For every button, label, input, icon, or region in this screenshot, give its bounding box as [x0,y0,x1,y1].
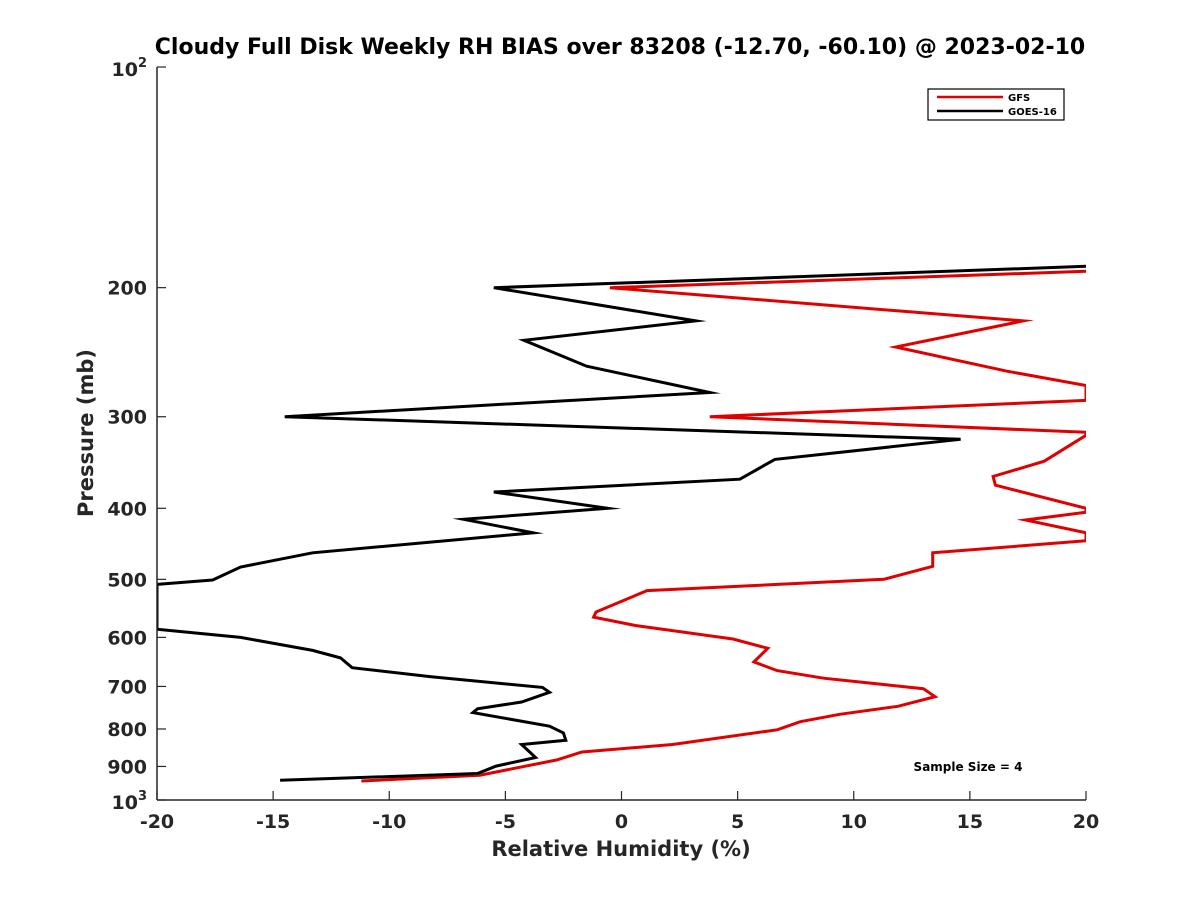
legend-box [927,88,1065,121]
series-line-gfs [361,269,1086,783]
x-tick-label: 0 [615,811,628,833]
series-layer [157,264,1086,783]
y-top-base: 10 [112,59,138,81]
series-line-goes-16 [157,264,1086,782]
x-tick-label: 5 [731,811,744,833]
y-tick-label: 900 [107,756,147,778]
y-bottom-exponent: 3 [138,789,147,804]
y-tick-label: 300 [107,407,147,429]
y-tick-label: 400 [107,498,147,520]
y-tick-label: 200 [107,278,147,300]
legend-label-goes-16: GOES-16 [1008,107,1057,118]
y-tick-label: 600 [107,627,147,649]
y-tick-label: 700 [107,676,147,698]
y-ticks: 200 300 400 500 600 700 800 900 [107,66,166,801]
x-tick-label: 10 [841,811,867,833]
legend-label-gfs: GFS [1008,93,1030,104]
y-bottom-tick-label: 103 [112,789,148,814]
x-tick-label: -15 [256,811,290,833]
y-tick-label: 800 [107,719,147,741]
chart-title: Cloudy Full Disk Weekly RH BIAS over 832… [155,35,1085,60]
x-tick-label: 15 [957,811,983,833]
x-axis-label: Relative Humidity (%) [491,837,750,861]
sample-size-annotation: Sample Size = 4 [914,760,1023,774]
y-tick-label: 500 [107,569,147,591]
legend: GFS GOES-16 [927,88,1065,121]
y-bottom-base: 10 [112,792,138,814]
x-tick-label: -5 [495,811,516,833]
y-top-exponent: 2 [138,56,147,71]
y-axis-label: Pressure (mb) [74,349,98,517]
y-top-tick-label: 102 [112,56,148,81]
x-tick-label: 20 [1073,811,1099,833]
x-tick-label: -10 [372,811,406,833]
x-ticks: -20 -15 -10 -5 0 5 10 15 20 [140,791,1099,833]
x-tick-label: -20 [140,811,174,833]
